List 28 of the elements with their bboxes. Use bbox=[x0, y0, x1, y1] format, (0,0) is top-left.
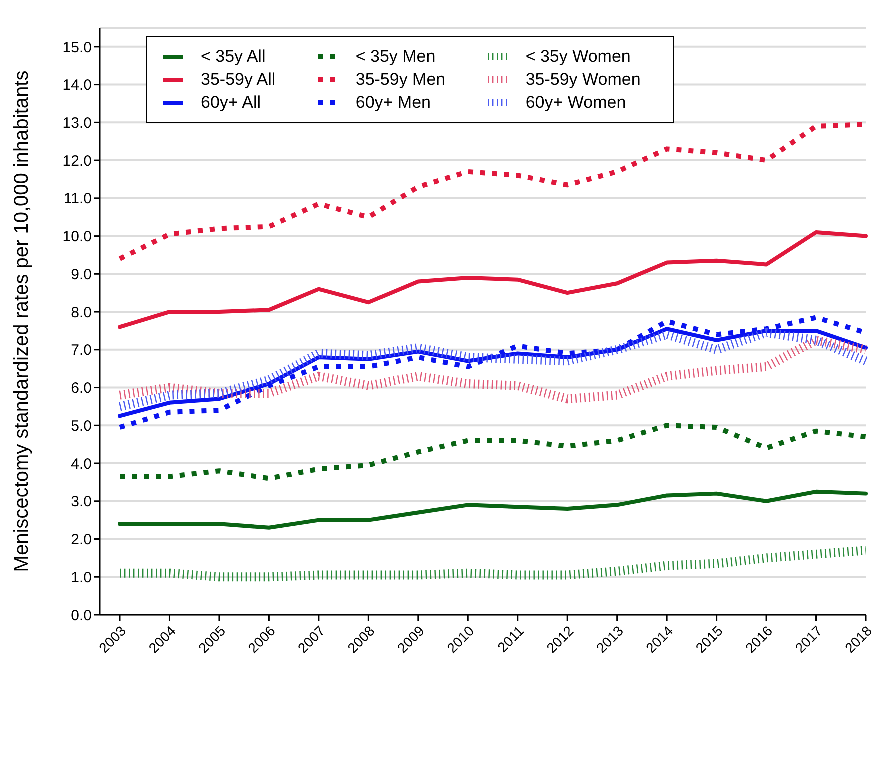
y-tick-label: 14.0 bbox=[62, 77, 92, 94]
y-tick-label: 6.0 bbox=[71, 380, 92, 398]
line-series bbox=[118, 230, 868, 330]
y-tick-label: 3.0 bbox=[71, 494, 92, 511]
y-tick-label: 7.0 bbox=[71, 342, 92, 360]
y-tick-label: 10.0 bbox=[62, 228, 92, 246]
legend-label: 35-59y Men bbox=[356, 70, 446, 90]
y-tick-label: 11.0 bbox=[64, 190, 92, 208]
y-tick-label: 1.0 bbox=[71, 569, 92, 586]
y-tick-label: 8.0 bbox=[71, 304, 92, 322]
legend-label: 35-59y All bbox=[201, 70, 276, 90]
legend-label: < 35y All bbox=[201, 46, 266, 66]
y-tick-label: 5.0 bbox=[71, 418, 92, 435]
legend-label: 60y+ Women bbox=[526, 92, 626, 112]
y-axis-title: Meniscectomy standardized rates per 10,000 inhabitants bbox=[11, 70, 34, 572]
y-tick-label: 12.0 bbox=[62, 152, 92, 170]
legend-label: < 35y Women bbox=[526, 46, 631, 66]
legend-label: 35-59y Women bbox=[526, 70, 641, 90]
y-tick-label: 0.0 bbox=[71, 607, 92, 624]
y-tick-label: 4.0 bbox=[71, 456, 92, 473]
y-tick-label: 13.0 bbox=[62, 115, 92, 132]
line-series bbox=[118, 490, 868, 530]
legend-label: < 35y Men bbox=[356, 46, 436, 66]
y-tick-label: 9.0 bbox=[71, 266, 92, 284]
legend-label: 60y+ Men bbox=[356, 92, 431, 112]
legend-label: 60y+ All bbox=[201, 92, 262, 112]
y-tick-label: 2.0 bbox=[71, 532, 92, 549]
y-tick-label: 15.0 bbox=[62, 39, 92, 56]
